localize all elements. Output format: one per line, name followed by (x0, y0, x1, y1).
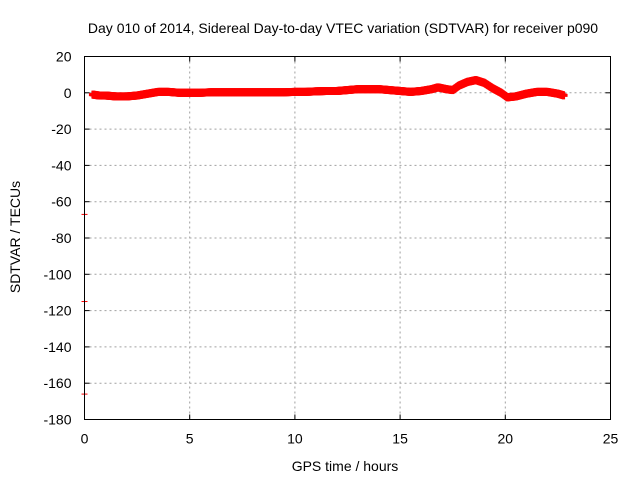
x-tick-label: 20 (498, 431, 514, 447)
data-points (81, 76, 568, 396)
y-axis-ticks: 20 0 -20 -40 -60 -80 -100 -120 -140 -160 -180 (43, 49, 611, 428)
y-tick-label: -100 (43, 266, 71, 282)
y-tick-label: -160 (43, 375, 71, 391)
x-tick-label: 5 (186, 431, 194, 447)
y-tick-label: -60 (51, 194, 71, 210)
y-axis-label: SDTVAR / TECUs (7, 181, 23, 293)
x-axis-label: GPS time / hours (292, 458, 399, 474)
y-tick-label: -180 (43, 412, 71, 428)
y-tick-label: -120 (43, 303, 71, 319)
x-tick-label: 0 (81, 431, 89, 447)
y-tick-label: -80 (51, 230, 71, 246)
y-tick-label: -20 (51, 121, 71, 137)
x-tick-label: 25 (603, 431, 619, 447)
grid-layer (84, 56, 611, 420)
x-tick-label: 10 (287, 431, 303, 447)
plot-frame (84, 56, 611, 420)
x-tick-label: 15 (392, 431, 408, 447)
y-tick-label: 20 (56, 49, 72, 65)
data-point (559, 91, 568, 100)
y-tick-label: -40 (51, 157, 71, 173)
chart-title: Day 010 of 2014, Sidereal Day-to-day VTE… (88, 20, 598, 36)
y-tick-label: 0 (64, 85, 72, 101)
x-axis-ticks: 0 5 10 15 20 25 (81, 56, 619, 447)
y-tick-label: -140 (43, 339, 71, 355)
